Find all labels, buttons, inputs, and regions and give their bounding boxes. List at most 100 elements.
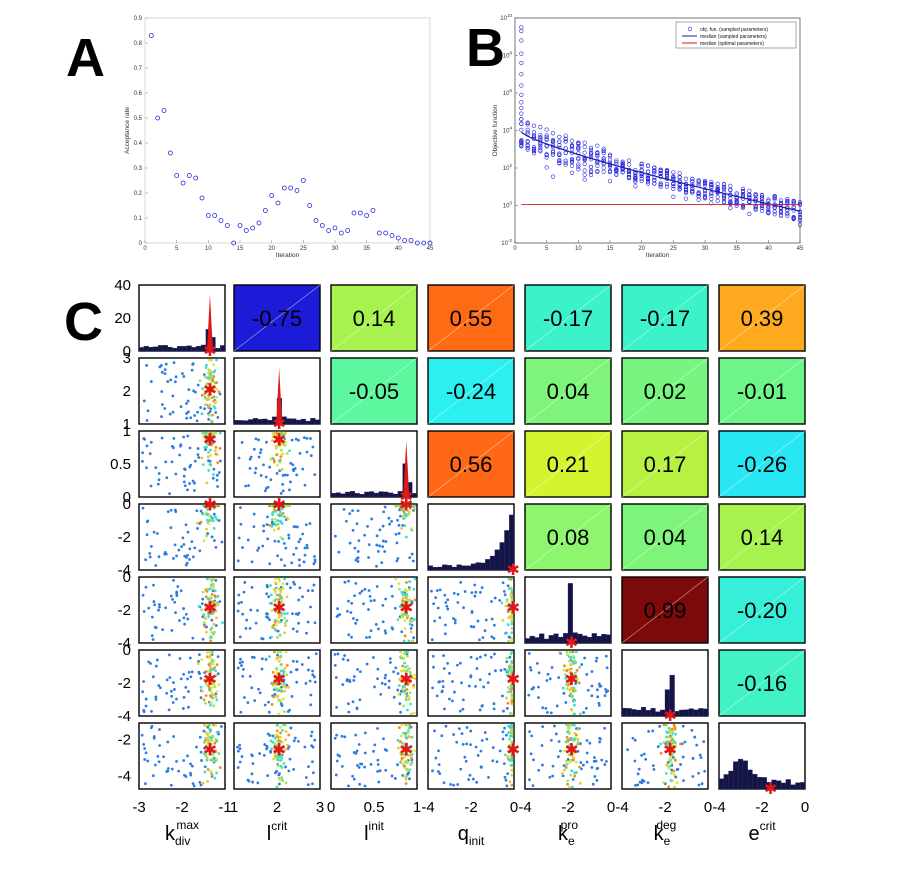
scatter-point [303,483,307,487]
scatter-point [264,475,268,479]
scatter-point [338,613,342,616]
histogram-bar [442,564,448,571]
scatter-point [502,589,506,593]
histogram-bar [499,542,505,571]
scatter-point-dense [196,662,200,665]
panel-b-point [652,181,657,186]
scatter-point-dense [510,768,514,772]
histogram-bar [238,420,244,425]
scatter-point [387,516,391,520]
scatter-point [456,601,460,604]
scatter-point [197,456,201,459]
histogram-bar [340,493,346,498]
correlation-value: 0.39 [741,306,784,331]
panel-b-xtick-label: 5 [545,246,549,252]
scatter-point [674,775,678,779]
scatter-point-dense [276,694,280,698]
scatter-point [236,745,239,749]
scatter-point-dense [283,710,286,714]
scatter-point [651,729,655,733]
optimum-marker: ✱ [506,598,520,618]
scatter-point [188,547,192,551]
scatter-point-dense [207,468,211,472]
scatter-point [452,591,456,595]
scatter-point-dense [207,434,211,438]
scatter-point [162,755,165,759]
scatter-point [548,677,552,681]
scatter-point-dense [210,396,214,400]
scatter-point [396,672,400,675]
histogram-bar [534,637,540,644]
scatter-point-dense [562,668,566,672]
scatter-point-dense [213,665,217,669]
panel-b-legend-entry: median (sampled parameters) [700,34,767,40]
scatter-point [182,672,186,676]
scatter-point-dense [510,751,514,755]
correlation-value: -0.20 [737,598,787,623]
scatter-point [262,529,266,533]
scatter-point [169,378,173,382]
panel-b-point [690,176,695,182]
scatter-point-dense [213,504,217,508]
scatter-point [355,522,359,526]
scatter-point [152,735,156,738]
scatter-point [384,631,388,635]
scatter-point-dense [507,577,511,581]
panel-a-point [408,238,414,243]
scatter-point [352,678,356,682]
scatter-point-dense [510,783,514,787]
scatter-point [281,489,285,493]
scatter-point-dense [208,727,212,731]
scatter-point [207,418,211,421]
scatter-point-dense [269,739,273,743]
scatter-point [298,451,302,455]
scatter-point [474,590,478,594]
scatter-point [396,557,400,560]
scatter-point [394,532,398,536]
optimum-marker: ✱ [564,670,578,690]
panel-b-point [778,208,784,213]
scatter-point [286,710,290,713]
scatter-point [380,561,384,565]
scatter-point-dense [212,404,216,408]
matrix-row-tick-label: -2 [118,602,131,619]
panel-b-xtick-label: 30 [702,246,709,252]
scatter-point [160,436,164,440]
scatter-point-dense [283,666,287,670]
scatter-point [172,361,176,365]
scatter-point [557,740,561,743]
optimum-marker: ✱ [663,706,676,725]
scatter-point-dense [404,514,408,518]
matrix-col-tick-label: 1 [230,799,238,816]
scatter-point-dense [285,504,289,508]
scatter-point [383,682,387,686]
histogram-bar [233,420,239,425]
scatter-point-dense [274,586,278,590]
scatter-point [181,536,185,540]
scatter-point-dense [273,736,277,740]
scatter-point-dense [570,769,574,773]
scatter-point [250,560,254,564]
scatter-point-dense [283,748,287,751]
scatter-point [201,597,205,601]
scatter-point-dense [413,577,417,581]
scatter-point [301,532,305,536]
scatter-point [488,672,491,676]
matrix-row-tick-label: 3 [123,350,131,367]
scatter-point [437,749,440,753]
scatter-point-dense [398,678,402,682]
scatter-point-dense [272,623,276,627]
panel-b-point [563,139,568,144]
panel-b-point [652,178,657,183]
scatter-point-dense [218,766,222,770]
scatter-point-dense [406,708,409,712]
scatter-point [387,686,391,689]
scatter-point-dense [207,522,210,525]
scatter-point [183,468,187,472]
panel-a-point [205,213,211,218]
scatter-point [313,558,317,562]
scatter-point-dense [278,633,282,637]
scatter-point-dense [215,739,219,743]
histogram-bar [529,635,535,644]
scatter-point-dense [204,701,207,705]
